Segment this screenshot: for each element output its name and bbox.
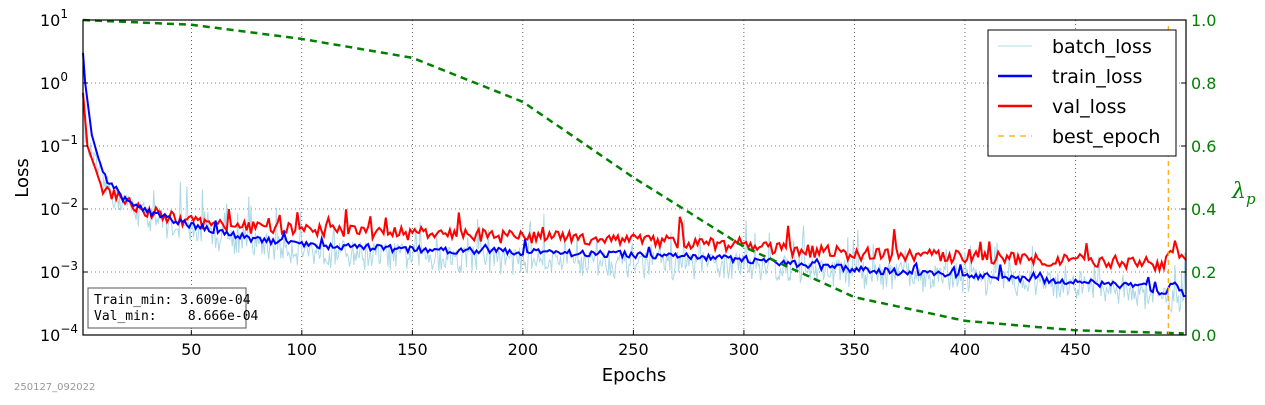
y-tick-label: 101 bbox=[40, 7, 68, 30]
lambda-curve bbox=[82, 18, 1184, 335]
legend-label-batch-loss: batch_loss bbox=[1052, 36, 1152, 58]
plot-frame bbox=[82, 19, 1187, 336]
y-axis-ticks: 10−4 10−3 10−2 10−1 100 101 bbox=[40, 7, 88, 345]
series-layer bbox=[82, 18, 1187, 335]
min-values-box: Train_min: 3.609e-04 Val_min: 8.666e-04 bbox=[87, 287, 259, 329]
x-tick-label: 400 bbox=[950, 340, 981, 359]
legend: batch_loss train_loss val_loss best_epoch bbox=[987, 29, 1177, 157]
y-tick-label: 10−2 bbox=[40, 196, 78, 219]
right-tick-label: 0.0 bbox=[1191, 326, 1216, 345]
train-loss-line bbox=[82, 52, 1187, 298]
right-tick-label: 0.2 bbox=[1191, 263, 1216, 282]
x-tick-label: 200 bbox=[508, 340, 539, 359]
x-tick-label: 250 bbox=[618, 340, 649, 359]
x-axis-ticks: 50 100 150 200 250 300 350 400 450 bbox=[181, 330, 1091, 359]
x-tick-label: 350 bbox=[839, 340, 870, 359]
right-tick-label: 0.8 bbox=[1191, 74, 1216, 93]
right-axis-ticks: 0.0 0.2 0.4 0.6 0.8 1.0 bbox=[1181, 11, 1216, 345]
min-box-frame bbox=[87, 287, 247, 329]
x-tick-label: 450 bbox=[1060, 340, 1091, 359]
train-min-text: Train_min: 3.609e-04 bbox=[94, 293, 251, 308]
legend-label-val-loss: val_loss bbox=[1052, 96, 1126, 118]
val-min-text: Val_min: 8.666e-04 bbox=[94, 309, 259, 324]
x-axis-label: Epochs bbox=[602, 365, 667, 386]
x-tick-label: 100 bbox=[287, 340, 318, 359]
x-tick-label: 50 bbox=[181, 340, 201, 359]
y-tick-label: 10−3 bbox=[40, 259, 78, 282]
val-loss-line bbox=[82, 92, 1187, 275]
legend-box bbox=[987, 29, 1177, 157]
right-tick-label: 0.6 bbox=[1191, 137, 1216, 156]
legend-label-best-epoch: best_epoch bbox=[1052, 126, 1160, 148]
legend-label-train-loss: train_loss bbox=[1052, 66, 1142, 88]
right-tick-label: 1.0 bbox=[1191, 11, 1216, 30]
y-tick-label: 10−1 bbox=[40, 133, 78, 156]
y-tick-label: 100 bbox=[40, 70, 68, 93]
right-tick-label: 0.4 bbox=[1191, 200, 1216, 219]
timestamp-footer: 250127_092022 bbox=[14, 382, 96, 393]
x-tick-label: 300 bbox=[729, 340, 760, 359]
right-axis-label: λp bbox=[1231, 179, 1256, 208]
y-tick-label: 10−4 bbox=[40, 322, 78, 345]
y-axis-label: Loss bbox=[12, 158, 33, 197]
x-tick-label: 150 bbox=[397, 340, 428, 359]
